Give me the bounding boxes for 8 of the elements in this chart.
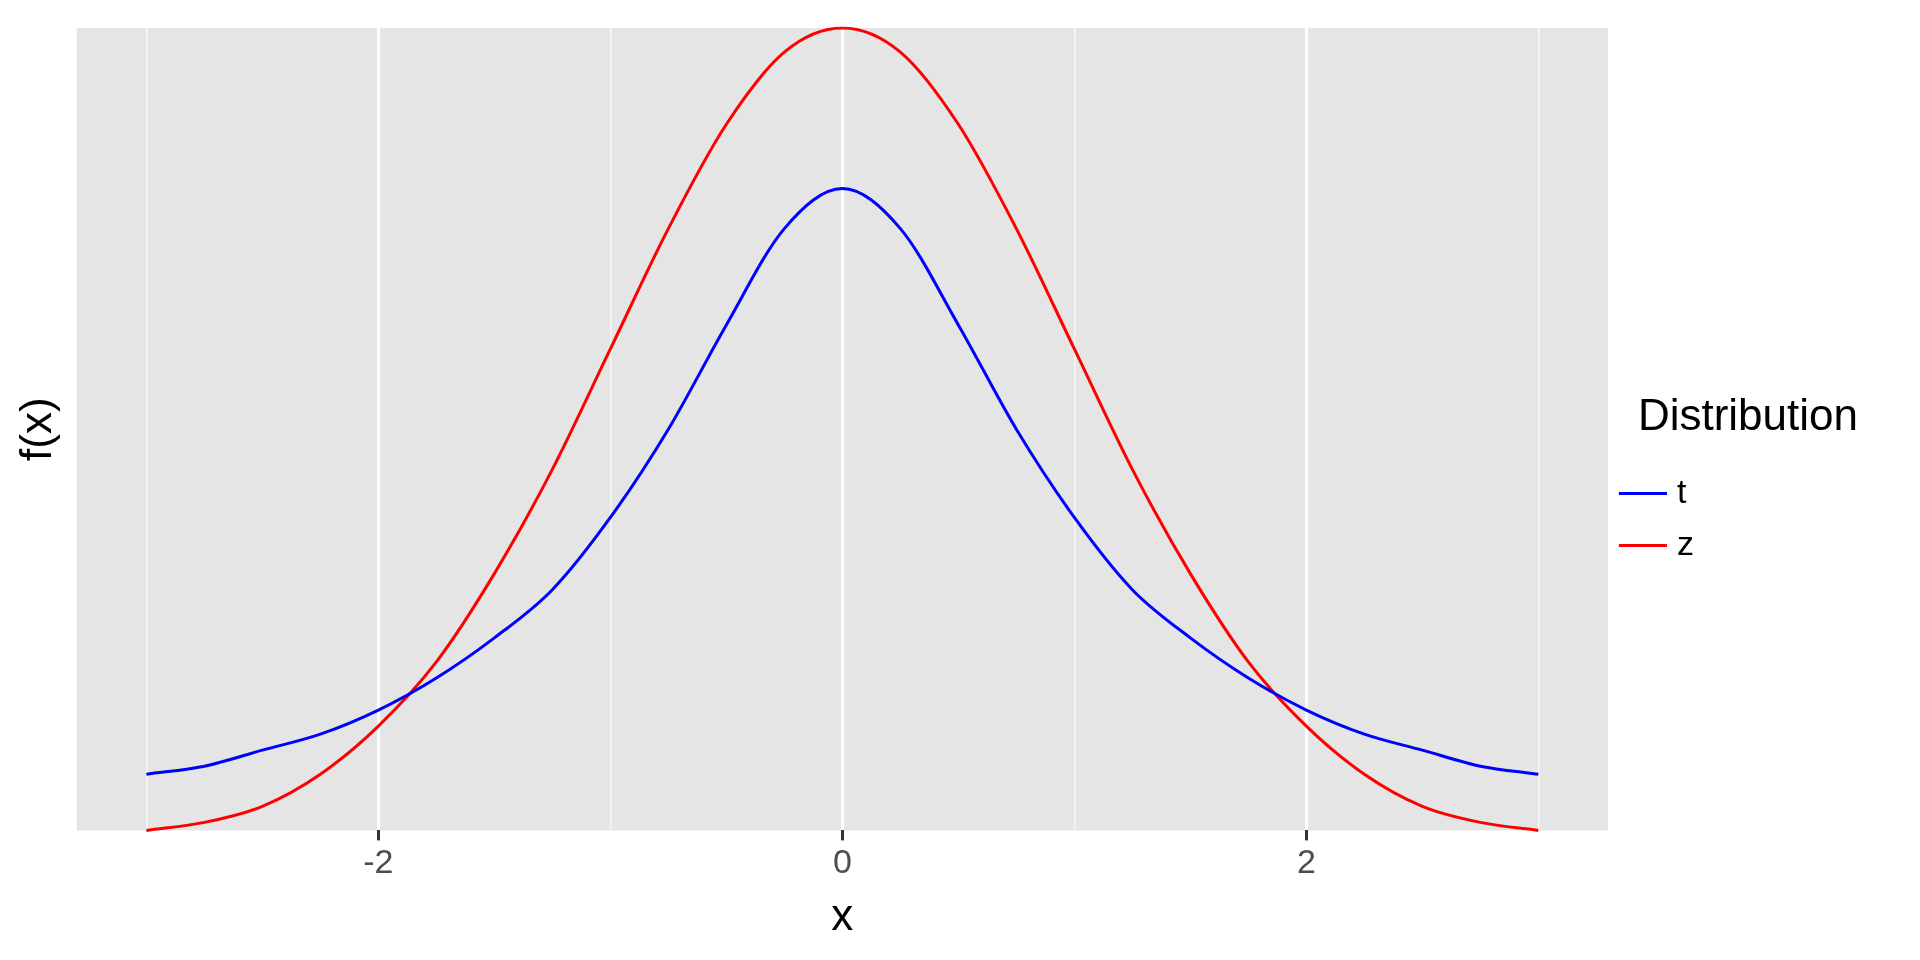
legend-title: Distribution: [1637, 389, 1858, 439]
x-tick-label: -2: [363, 842, 394, 881]
y-axis-title: f(x): [10, 397, 60, 461]
x-axis-title: x: [831, 889, 854, 939]
legend-label: z: [1676, 523, 1694, 562]
x-tick-label: 0: [832, 842, 852, 881]
x-tick-label: 2: [1296, 842, 1316, 881]
legend-label: t: [1676, 471, 1687, 510]
